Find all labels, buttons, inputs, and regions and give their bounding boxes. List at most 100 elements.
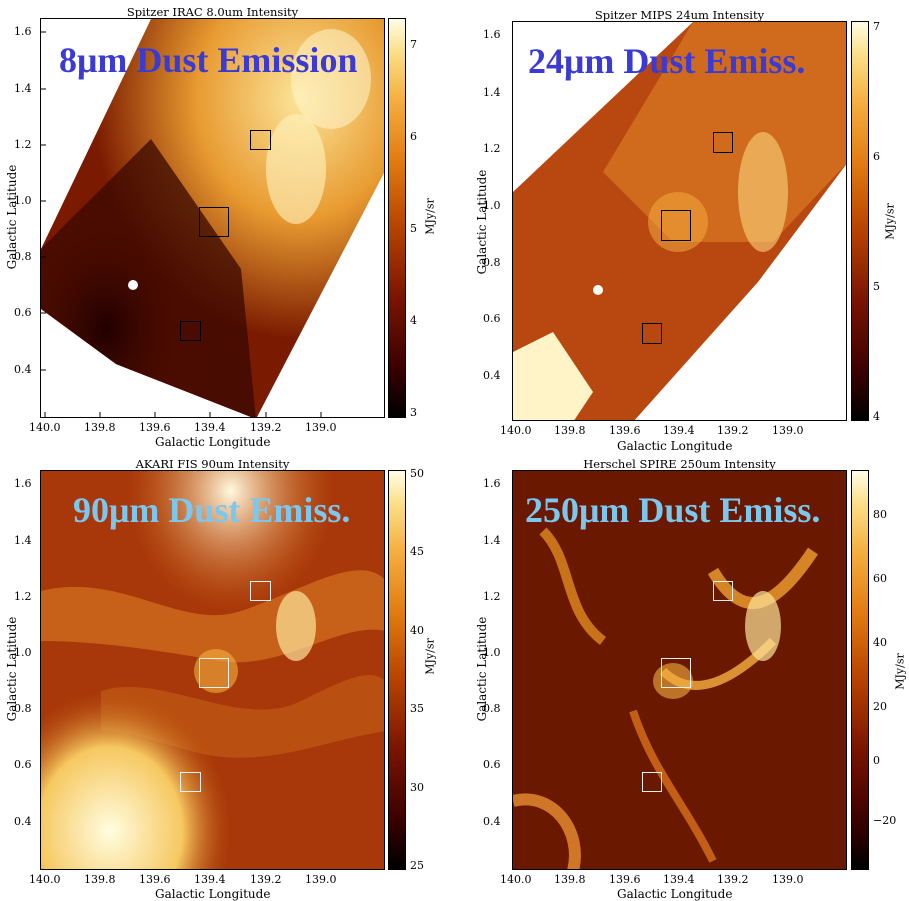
colorbar-label: MJy/sr [883, 203, 897, 240]
region-box-middle [199, 658, 229, 688]
panel-title: Spitzer IRAC 8.0um Intensity [126, 5, 299, 19]
y-tick: 1.2 [483, 142, 501, 155]
x-tick: 139.8 [554, 873, 586, 886]
panel-title: AKARI FIS 90um Intensity [135, 457, 290, 471]
colorbar-tick: 7 [873, 20, 880, 33]
y-tick: 0.6 [483, 758, 501, 771]
y-tick: 0.4 [483, 369, 501, 382]
colorbar-tick: 6 [410, 130, 417, 143]
x-tick: 139.2 [717, 424, 749, 437]
y-tick: 1.4 [483, 86, 501, 99]
y-tick: 1.2 [14, 138, 32, 151]
y-axis-label: Galactic Latitude [475, 169, 489, 275]
colorbar [388, 470, 406, 870]
x-tick: 139.0 [772, 873, 804, 886]
x-tick: 140.0 [500, 424, 532, 437]
region-box-bottom [642, 772, 662, 792]
region-box-top [713, 581, 733, 601]
colorbar-tick: 4 [410, 314, 417, 327]
colorbar [388, 18, 406, 418]
colorbar-tick: 4 [873, 410, 880, 423]
region-box-bottom [180, 772, 201, 792]
colorbar-tick: 60 [873, 572, 887, 585]
colorbar-tick: 40 [873, 636, 887, 649]
y-tick: 0.6 [483, 312, 501, 325]
x-axis-label: Galactic Longitude [155, 435, 271, 449]
x-tick: 139.4 [663, 873, 695, 886]
y-tick: 1.4 [14, 534, 32, 547]
y-tick: 0.6 [14, 306, 32, 319]
image-irac-8um: 8μm Dust Emission [40, 18, 385, 418]
y-tick: 1.0 [14, 646, 32, 659]
x-tick: 139.2 [250, 873, 282, 886]
overlay-label: 8μm Dust Emission [59, 40, 358, 80]
x-tick: 140.0 [29, 873, 61, 886]
y-tick: 0.4 [14, 815, 32, 828]
x-tick: 140.0 [500, 873, 532, 886]
x-tick: 139.4 [194, 421, 226, 434]
panel-akari-90um: AKARI FIS 90um Intensity 90μm Dust Emiss… [0, 450, 454, 901]
y-tick: 1.0 [483, 646, 501, 659]
y-axis-label: Galactic Latitude [5, 164, 19, 270]
y-tick: 0.6 [14, 758, 32, 771]
panel-irac-8um: Spitzer IRAC 8.0um Intensity 8μm Dust Em… [0, 0, 454, 450]
x-tick: 139.8 [84, 421, 116, 434]
image-spire-250um: 250μm Dust Emiss. [512, 470, 847, 870]
y-tick: 1.0 [483, 199, 501, 212]
colorbar-tick: 30 [410, 781, 424, 794]
colorbar-tick: 6 [873, 150, 880, 163]
y-tick: 1.6 [14, 477, 32, 490]
panel-mips-24um: Spitzer MIPS 24um Intensity 24μm Dust Em… [455, 0, 909, 453]
panel-title: Spitzer MIPS 24um Intensity [594, 8, 765, 22]
image-mips-24um: 24μm Dust Emiss. [512, 21, 847, 421]
region-box-middle [661, 658, 691, 688]
x-tick: 139.6 [609, 873, 641, 886]
colorbar-label: MJy/sr [423, 198, 437, 235]
y-tick: 0.8 [14, 250, 32, 263]
y-tick: 0.4 [483, 815, 501, 828]
panel-spire-250um: Herschel SPIRE 250um Intensity 250μm Dus… [455, 450, 909, 901]
region-box-top [713, 132, 733, 153]
region-box-middle [199, 207, 229, 237]
overlay-label: 90μm Dust Emiss. [73, 490, 351, 530]
colorbar [851, 470, 869, 870]
x-tick: 139.4 [663, 424, 695, 437]
colorbar-tick: 3 [410, 406, 417, 419]
colorbar-tick: 25 [410, 859, 424, 872]
y-tick: 1.6 [483, 28, 501, 41]
y-tick: 0.8 [483, 256, 501, 269]
x-tick: 139.6 [609, 424, 641, 437]
colorbar-label: MJy/sr [893, 653, 907, 690]
colorbar-tick: 40 [410, 624, 424, 637]
region-box-middle [661, 210, 691, 241]
y-tick: 1.0 [14, 194, 32, 207]
colorbar-tick: −20 [873, 814, 897, 827]
x-tick: 139.8 [554, 424, 586, 437]
x-tick: 139.2 [250, 421, 282, 434]
overlay-label: 250μm Dust Emiss. [525, 490, 821, 530]
overlay-label: 24μm Dust Emiss. [528, 41, 806, 81]
y-tick: 1.6 [14, 25, 32, 38]
x-tick: 139.4 [194, 873, 226, 886]
x-tick: 139.0 [305, 873, 337, 886]
colorbar-tick: 5 [410, 222, 417, 235]
x-axis-label: Galactic Longitude [617, 439, 733, 453]
x-tick: 139.2 [717, 873, 749, 886]
y-tick: 1.2 [14, 590, 32, 603]
colorbar-tick: 7 [410, 38, 417, 51]
y-axis-label: Galactic Latitude [475, 616, 489, 722]
region-box-top [250, 130, 271, 150]
colorbar-tick: 35 [410, 702, 424, 715]
axis-ticks [40, 31, 322, 418]
colorbar [851, 21, 869, 421]
y-tick: 0.8 [483, 702, 501, 715]
x-tick: 139.6 [139, 421, 171, 434]
y-tick: 1.4 [14, 82, 32, 95]
x-tick: 139.8 [84, 873, 116, 886]
y-axis-label: Galactic Latitude [5, 616, 19, 722]
image-akari-90um: 90μm Dust Emiss. [40, 470, 385, 870]
region-box-bottom [642, 323, 662, 344]
y-tick: 1.4 [483, 534, 501, 547]
colorbar-tick: 0 [873, 754, 880, 767]
y-tick: 0.4 [14, 363, 32, 376]
